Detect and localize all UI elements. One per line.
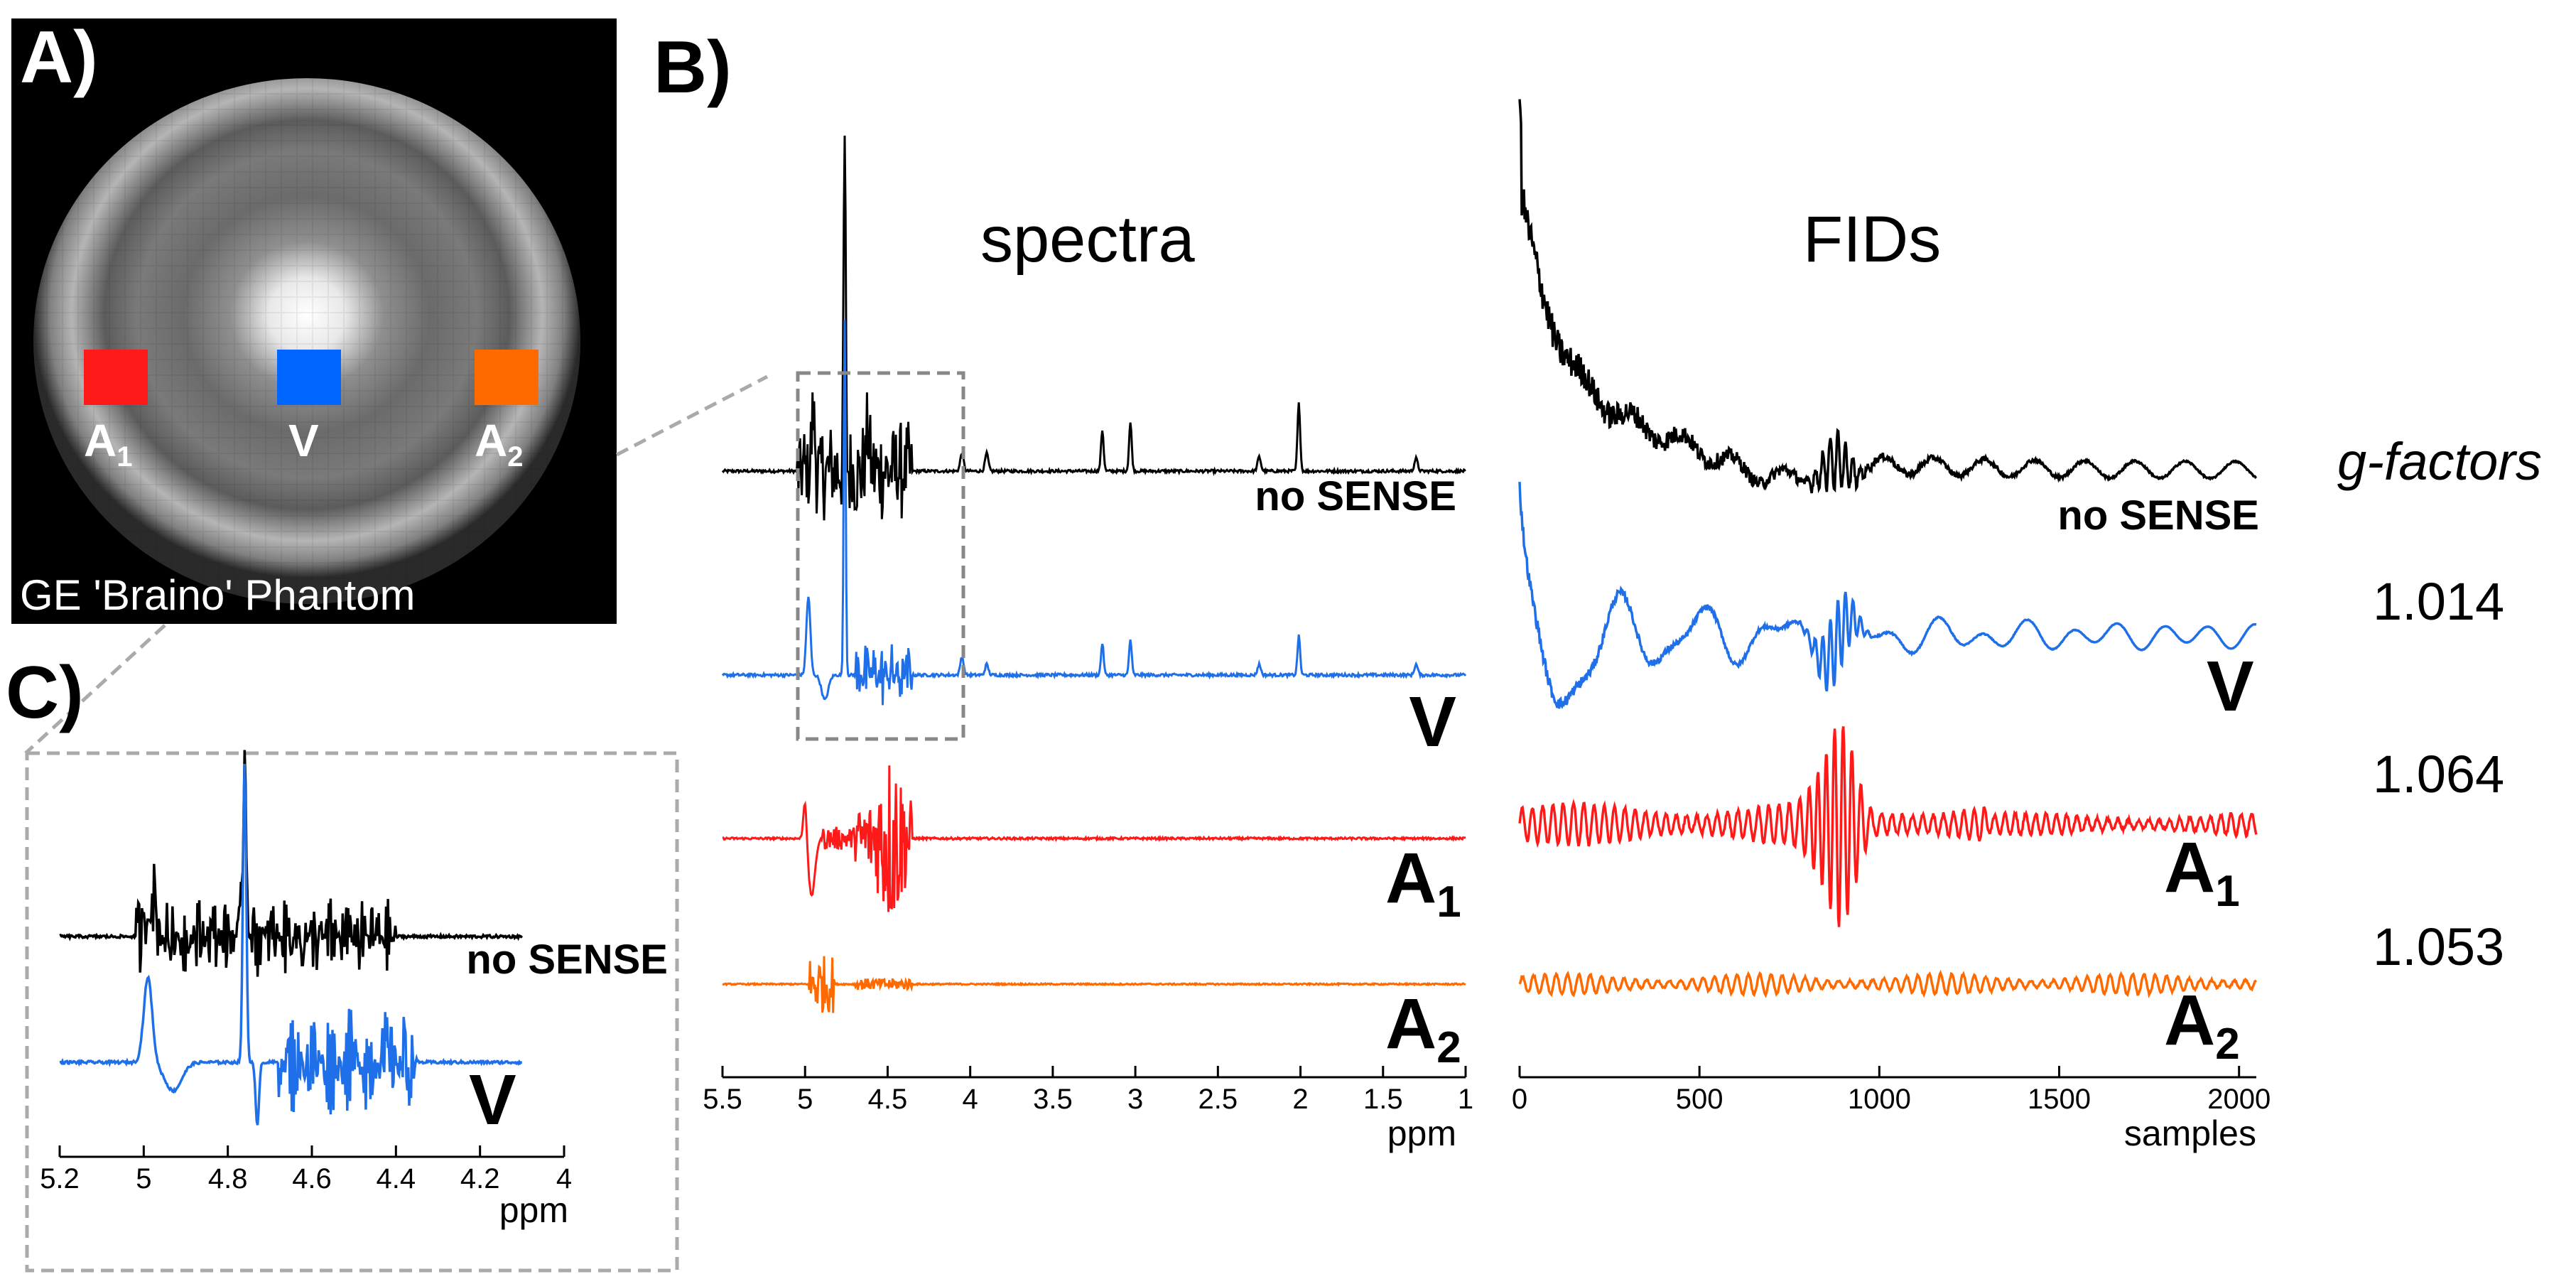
fid-trace-a2 [1518,969,2258,998]
zoom-tick-label: 5 [136,1163,151,1194]
fid-x-axis-title: samples [2124,1113,2256,1153]
fid-tick-label: 2000 [2207,1084,2271,1115]
fid-tick-label: 0 [1512,1084,1527,1115]
spectra-label-v: V [1409,682,1456,762]
zoom-tick-label: 4 [556,1163,572,1194]
g-factor-v: 1.014 [2373,572,2504,631]
spectra-tick-label: 1 [1458,1084,1473,1115]
fids-title: FIDs [1803,203,1941,276]
fid-x-axis: 0 500 1000 1500 2000 [1512,1066,2271,1115]
panel-c-letter: C) [6,652,84,734]
zoom-box [796,371,965,741]
spectra-tick-label: 3.5 [1033,1084,1073,1115]
fid-tick-label: 1000 [1848,1084,1911,1115]
spectra-traces [721,135,1467,1013]
zoom-tick-label: 4.6 [292,1163,332,1194]
zoom-label-nosense: no SENSE [466,937,668,983]
spectra-tick-label: 4.5 [868,1084,908,1115]
spectra-x-axis-title: ppm [1387,1113,1456,1153]
panel-b: B) spectra FIDs g-factors 1.014 1.064 1.… [654,26,2542,1153]
roi-a1-label: A1 [84,415,132,473]
panel-b-letter: B) [654,26,732,109]
fid-traces [1518,99,2258,998]
spectrum-trace-a1 [722,765,1466,912]
zoom-tick-label: 5.2 [40,1163,80,1194]
spectra-tick-label: 3 [1127,1084,1143,1115]
panel-a-letter: A) [20,16,98,99]
connector-a-to-b [615,374,769,457]
spectra-label-a1: A1 [1385,838,1461,927]
zoom-tick-label: 4.2 [460,1163,500,1194]
zoom-trace-nosense [59,750,524,977]
spectra-x-axis: 5.5 5 4.5 4 3.5 3 2.5 2 1.5 1 [703,1066,1473,1115]
spectra-tick-label: 5.5 [703,1084,742,1115]
fid-label-v: V [2207,647,2254,726]
zoom-tick-label: 4.8 [208,1163,248,1194]
spectrum-trace-nosense [721,135,1466,521]
spectra-tick-label: 1.5 [1363,1084,1403,1115]
fid-label-nosense: no SENSE [2057,492,2259,539]
zoom-tick-label: 4.4 [377,1163,416,1194]
roi-v-square [277,350,341,405]
fid-trace-a1 [1518,726,2258,927]
fid-trace-v [1518,482,2257,709]
panel-c: C) 5.2 5 4.8 4.6 4.4 4.2 4 ppm no SENSE V [6,652,679,1273]
roi-a1-square [84,350,148,405]
zoom-x-axis: 5.2 5 4.8 4.6 4.4 4.2 4 [40,1145,572,1194]
fid-tick-label: 500 [1676,1084,1723,1115]
phantom-pixel-grid [33,78,580,604]
zoom-trace-v [59,764,522,1126]
panel-c-frame [25,751,679,1273]
spectra-label-nosense: no SENSE [1255,473,1456,519]
g-factor-a1: 1.064 [2373,745,2504,804]
spectra-title: spectra [980,203,1196,276]
roi-v-label: V [288,415,319,466]
zoom-traces [59,750,524,1126]
phantom-caption: GE 'Braino' Phantom [20,571,416,619]
zoom-x-axis-title: ppm [499,1190,568,1230]
spectra-tick-label: 5 [797,1084,813,1115]
fid-label-a2: A2 [2164,981,2240,1069]
spectra-tick-label: 4 [963,1084,978,1115]
roi-a2-label: A2 [475,415,523,473]
spectra-tick-label: 2 [1292,1084,1308,1115]
spectra-tick-label: 2.5 [1198,1084,1238,1115]
roi-a2-square [475,350,539,405]
fid-tick-label: 1500 [2028,1084,2091,1115]
spectrum-trace-a2 [722,956,1466,1013]
g-factor-a2: 1.053 [2373,917,2504,976]
spectrum-trace-v [721,320,1467,706]
spectra-label-a2: A2 [1385,984,1461,1072]
fid-trace-nosense [1518,99,2258,494]
fid-label-a1: A1 [2164,828,2240,916]
connector-a-to-c [24,624,166,755]
zoom-label-v: V [469,1060,516,1140]
g-factors-title: g-factors [2337,432,2542,491]
panel-a: A1 V A2 GE 'Braino' Phantom A) [11,16,617,624]
